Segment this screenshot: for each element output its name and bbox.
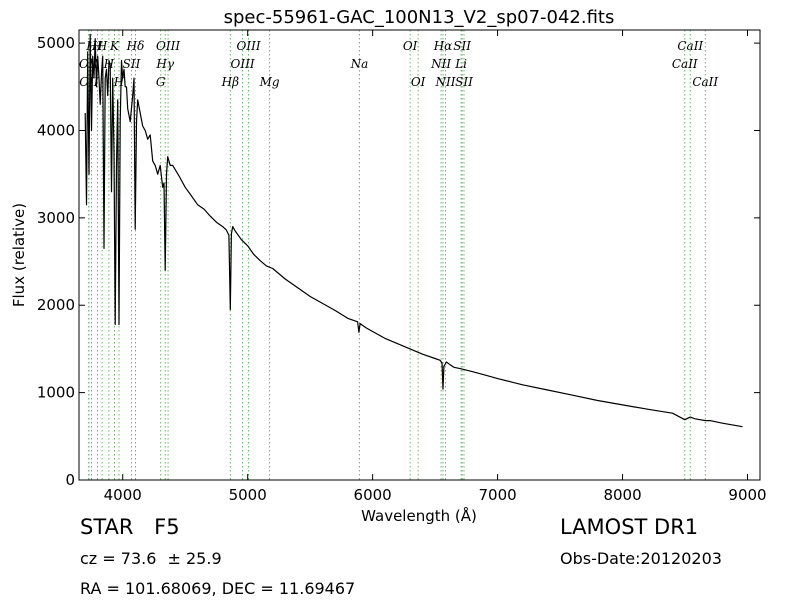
y-axis-ticks: 0 1000 2000 3000 4000 5000 bbox=[37, 34, 760, 489]
y-axis-label: Flux (relative) bbox=[10, 203, 28, 307]
spectral-line-label: Hβ bbox=[221, 75, 239, 89]
x-axis-ticks: 4000 5000 6000 7000 8000 9000 bbox=[104, 30, 767, 504]
y-tick-label: 2000 bbox=[37, 296, 75, 314]
spectral-line-label: H bbox=[96, 39, 108, 53]
spectral-line-label: H bbox=[113, 75, 125, 89]
y-tick-label: 1000 bbox=[37, 384, 75, 402]
spectral-line-label: Hδ bbox=[126, 39, 145, 53]
spectral-line-markers bbox=[88, 30, 706, 480]
spectral-line-label: Hγ bbox=[155, 57, 174, 71]
spectral-line-label: OIII bbox=[237, 39, 261, 53]
y-tick-label: 4000 bbox=[37, 121, 75, 139]
spectral-line-label: OIII bbox=[156, 39, 180, 53]
cz-error: ± 25.9 bbox=[167, 549, 222, 568]
spectral-line-label: Li bbox=[454, 57, 467, 71]
x-axis-label: Wavelength (Å) bbox=[361, 506, 477, 525]
spectral-line-label: Na bbox=[350, 57, 369, 71]
y-tick-label: 5000 bbox=[37, 34, 75, 52]
observation-date: Obs-Date:20120203 bbox=[560, 549, 722, 568]
x-tick-label: 4000 bbox=[104, 486, 142, 504]
spectral-line-label: H bbox=[85, 39, 97, 53]
spectral-line-label: K bbox=[109, 39, 120, 53]
spectral-line-label: SII bbox=[123, 57, 141, 71]
object-class: STAR F5 bbox=[80, 515, 180, 539]
x-tick-label: 8000 bbox=[603, 486, 641, 504]
spectral-line-label: NII bbox=[434, 75, 455, 89]
spectral-line-label: CaII bbox=[677, 39, 703, 53]
spectral-line-label: Hα bbox=[433, 39, 453, 53]
subclass-label: F5 bbox=[154, 515, 180, 539]
spectral-line-label: NII bbox=[430, 57, 451, 71]
survey-name: LAMOST DR1 bbox=[560, 515, 699, 539]
spectral-line-label: G bbox=[156, 75, 166, 89]
y-tick-label: 0 bbox=[65, 471, 75, 489]
spectral-line-label: OIII bbox=[231, 57, 255, 71]
plot-frame bbox=[78, 29, 761, 481]
spectral-line-label: SII bbox=[453, 39, 471, 53]
x-tick-label: 9000 bbox=[728, 486, 766, 504]
x-tick-label: 7000 bbox=[479, 486, 517, 504]
x-tick-label: 5000 bbox=[229, 486, 267, 504]
spectral-line-label: OI bbox=[411, 75, 426, 89]
spectral-line-label: H bbox=[91, 39, 103, 53]
spectral-line-label: Mg bbox=[259, 75, 280, 89]
cz-value: cz = 73.6 bbox=[80, 549, 157, 568]
spectral-line-label: OI bbox=[403, 39, 418, 53]
spectrum-line bbox=[84, 33, 743, 428]
coordinates: RA = 101.68069, DEC = 11.69467 bbox=[80, 579, 356, 598]
spectral-line-label: SII bbox=[455, 75, 473, 89]
chart-title: spec-55961-GAC_100N13_V2_sp07-042.fits bbox=[224, 7, 615, 28]
x-tick-label: 6000 bbox=[354, 486, 392, 504]
class-label: STAR bbox=[80, 515, 134, 539]
redshift: cz = 73.6 ± 25.9 bbox=[80, 549, 222, 568]
spectral-line-label: CaII bbox=[672, 57, 698, 71]
spectral-line-label: CaII bbox=[692, 75, 718, 89]
y-tick-label: 3000 bbox=[37, 209, 75, 227]
